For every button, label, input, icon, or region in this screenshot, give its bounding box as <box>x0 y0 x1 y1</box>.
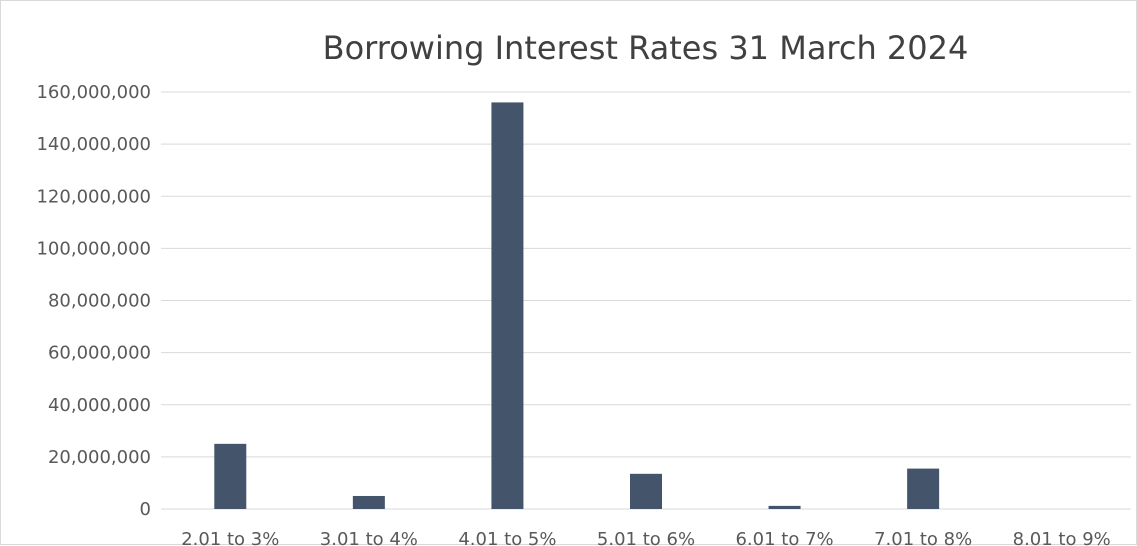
x-category-label: 3.01 to 4% <box>320 529 418 546</box>
x-category-label: 8.01 to 9% <box>1013 529 1111 546</box>
x-category-label: 4.01 to 5% <box>458 529 556 546</box>
x-category-label: 5.01 to 6% <box>597 529 695 546</box>
y-tick-label: 0 <box>140 499 151 520</box>
bar <box>907 468 940 509</box>
x-category-label: 2.01 to 3% <box>181 529 279 546</box>
y-tick-label: 100,000,000 <box>36 238 151 259</box>
bar <box>630 473 662 509</box>
bar <box>768 505 801 509</box>
y-tick-label: 80,000,000 <box>48 291 151 312</box>
y-tick-label: 160,000,000 <box>36 82 151 103</box>
y-tick-label: 40,000,000 <box>48 395 151 416</box>
x-category-label: 7.01 to 8% <box>874 529 972 546</box>
chart-title: Borrowing Interest Rates 31 March 2024 <box>322 29 969 67</box>
bar <box>214 443 247 509</box>
x-category-label: 6.01 to 7% <box>735 529 833 546</box>
y-tick-label: 140,000,000 <box>36 134 151 155</box>
bar <box>352 495 385 509</box>
bar <box>491 102 524 510</box>
y-tick-label: 120,000,000 <box>36 186 151 207</box>
y-tick-label: 20,000,000 <box>48 447 151 468</box>
y-tick-label: 60,000,000 <box>48 343 151 364</box>
